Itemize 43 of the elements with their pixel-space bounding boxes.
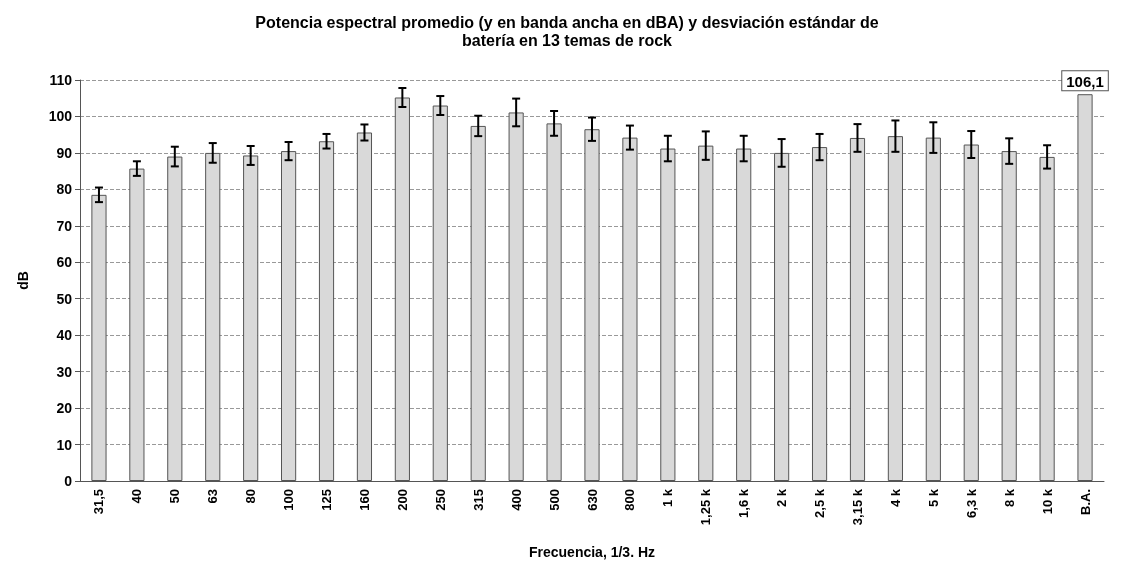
y-tick-label: 20 xyxy=(56,400,73,417)
x-tick-label: 80 xyxy=(243,489,259,504)
y-tick-label: 70 xyxy=(56,217,73,234)
x-tick-label: 400 xyxy=(508,489,524,511)
x-tick-label: 200 xyxy=(394,489,410,511)
y-tick-label: 10 xyxy=(56,436,73,453)
x-tick-label: 1 k xyxy=(660,488,676,508)
x-tick-label: 500 xyxy=(546,489,562,511)
x-tick-label: 5 k xyxy=(925,488,941,508)
x-tick-label: 1,25 k xyxy=(698,488,714,526)
y-tick-label: 50 xyxy=(56,290,73,307)
x-tick-label: 31,5 xyxy=(91,489,107,515)
y-tick-label: 40 xyxy=(56,327,73,344)
x-tick-label: 2,5 k xyxy=(812,488,828,518)
x-tick-label: 6,3 k xyxy=(963,488,979,518)
x-tick-label: 160 xyxy=(356,489,372,511)
x-tick-label: 100 xyxy=(281,489,297,511)
y-tick-label: 100 xyxy=(48,108,73,125)
y-tick-label: 80 xyxy=(56,181,73,198)
y-axis-title: dB xyxy=(15,271,31,290)
y-tick-label: 110 xyxy=(49,72,73,88)
x-tick-label: 630 xyxy=(584,489,600,511)
x-tick-label: 2 k xyxy=(774,488,790,508)
x-axis-title: Frecuencia, 1/3. Hz xyxy=(528,544,656,560)
x-tick-label: 125 xyxy=(319,489,335,511)
x-tick-label: 315 xyxy=(470,489,486,511)
x-tick-label: 10 k xyxy=(1039,488,1055,515)
x-tick-label: 8 k xyxy=(1001,488,1017,508)
y-tick-label: 0 xyxy=(64,473,73,489)
y-tick-label: 90 xyxy=(56,144,73,161)
x-tick-label: 50 xyxy=(167,489,183,504)
x-tick-label: 800 xyxy=(622,489,638,511)
x-tick-label: 250 xyxy=(432,489,448,511)
y-tick-label: 30 xyxy=(56,363,73,380)
x-tick-label: 40 xyxy=(129,489,145,504)
x-tick-label: 3,15 k xyxy=(849,488,865,526)
x-tick-label: B.A. xyxy=(1077,489,1093,515)
data-label: 106,1 xyxy=(1066,73,1104,91)
x-tick-label: 63 xyxy=(205,489,221,504)
chart-title: Potencia espectral promedio (y en banda ancha en dBA) y desviación estándar de batería en 13 temas de rock xyxy=(255,13,879,49)
y-tick-label: 60 xyxy=(56,254,73,271)
x-tick-label: 4 k xyxy=(887,488,903,508)
x-tick-label: 1,6 k xyxy=(736,488,752,518)
